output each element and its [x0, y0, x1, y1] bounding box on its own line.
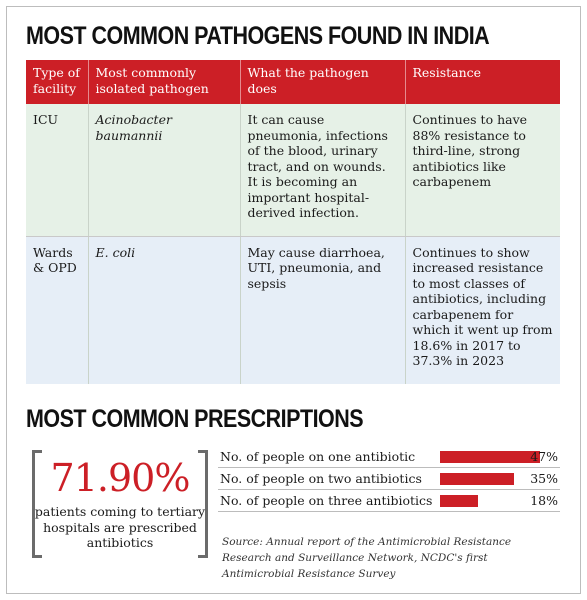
cell-pathogen: Acinobacter baumannii — [87, 104, 240, 237]
bar-label: No. of people on two antibiotics — [220, 471, 422, 486]
cell-facility: ICU — [26, 104, 88, 237]
bar-row: No. of people on three antibiotics 18% — [218, 490, 560, 512]
bar-track — [440, 495, 540, 507]
bar-row: No. of people on two antibiotics 35% — [218, 468, 560, 490]
header-does: What the pathogen does — [239, 60, 405, 104]
highlight-value: 71.90% — [50, 456, 191, 500]
highlight-stat-box: 71.90% patients coming to tertiary hospi… — [32, 450, 208, 558]
bracket-right — [198, 450, 208, 558]
table-row: Wards & OPD E. coli May cause diarrhoea,… — [26, 236, 560, 384]
bar-label: No. of people on three antibiotics — [220, 493, 433, 508]
cell-resistance: Continues to show increased resistance t… — [404, 236, 560, 384]
bar-value: 47% — [530, 449, 558, 464]
source-note: Source: Annual report of the Antimicrobi… — [222, 536, 512, 580]
bar-row: No. of people on one antibiotic 47% — [218, 446, 560, 468]
table-header-row: Type of facility Most commonly isolated … — [26, 60, 560, 104]
header-pathogen: Most commonly isolated pathogen — [87, 60, 240, 104]
bar-fill — [440, 473, 515, 485]
bar-fill — [440, 451, 540, 463]
bar-track — [440, 473, 540, 485]
bar-value: 18% — [530, 493, 558, 508]
table-row: ICU Acinobacter baumannii It can cause p… — [26, 104, 560, 237]
bracket-left — [32, 450, 42, 558]
cell-does: May cause diarrhoea, UTI, pneumonia, and… — [239, 236, 405, 384]
cell-resistance: Continues to have 88% resistance to thir… — [404, 104, 560, 237]
cell-facility: Wards & OPD — [26, 236, 88, 384]
heading-prescriptions: MOST COMMON PRESCRIPTIONS — [26, 405, 364, 433]
cell-pathogen: E. coli — [87, 236, 240, 384]
header-resistance: Resistance — [404, 60, 560, 104]
header-facility: Type of facility — [26, 60, 88, 104]
pathogens-table: Type of facility Most commonly isolated … — [26, 60, 560, 384]
bar-label: No. of people on one antibiotic — [220, 449, 416, 464]
heading-pathogens: MOST COMMON PATHOGENS FOUND IN INDIA — [26, 22, 490, 50]
bar-fill — [440, 495, 479, 507]
bar-value: 35% — [530, 471, 558, 486]
prescription-bars: No. of people on one antibiotic 47% No. … — [218, 446, 560, 512]
highlight-caption: patients coming to tertiary hospitals ar… — [34, 504, 206, 550]
bar-track — [440, 451, 540, 463]
cell-does: It can cause pneumonia, infections of th… — [239, 104, 405, 237]
